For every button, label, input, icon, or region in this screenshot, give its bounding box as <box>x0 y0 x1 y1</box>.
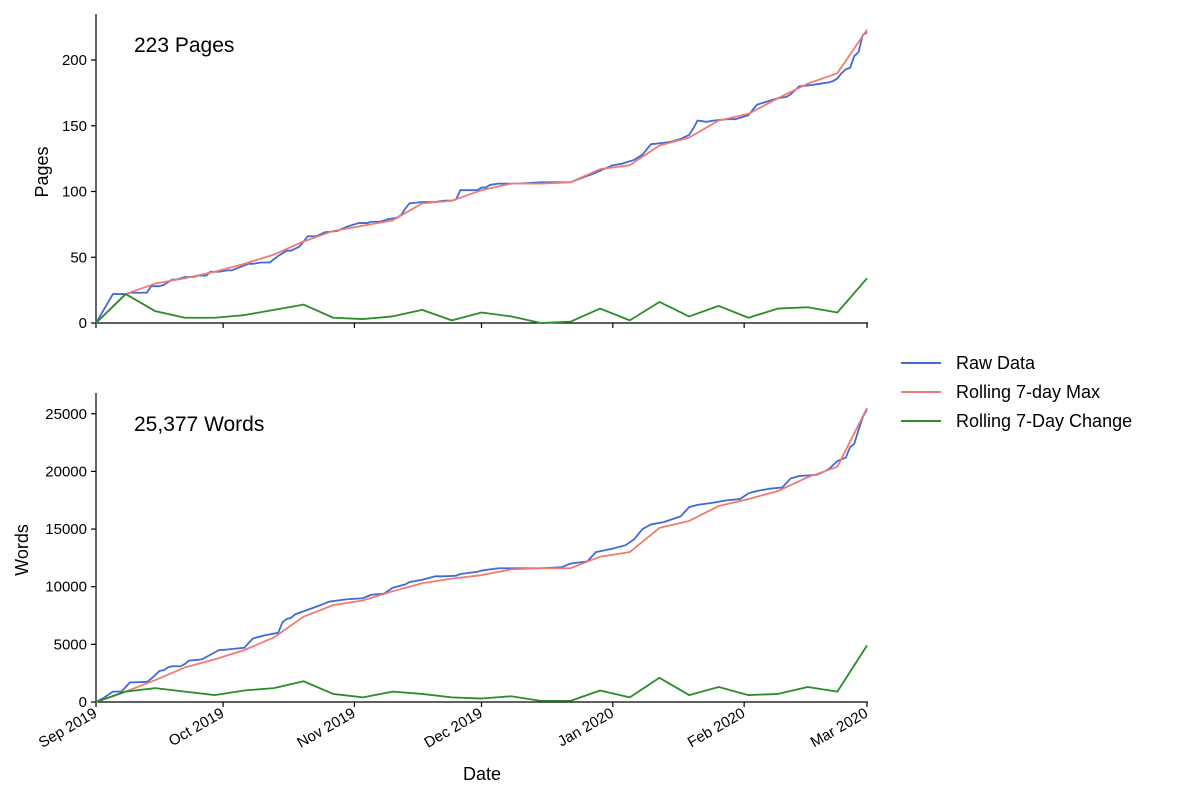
x-tick-labels: Sep 2019 Oct 2019 Nov 2019 Dec 2019 Jan 2020… <box>36 705 871 752</box>
y-axis-label: Pages <box>32 146 52 197</box>
series-line-rolling-max <box>95 29 868 324</box>
x-tick-label: Oct 2019 <box>166 705 227 750</box>
y-tick-label: 25000 <box>45 406 87 423</box>
series-line-rolling-max <box>95 407 868 703</box>
series-line-raw-data <box>95 408 868 703</box>
series-line-rolling-change <box>95 645 868 703</box>
y-tick-label: 15000 <box>45 521 87 538</box>
x-tick-label: Dec 2019 <box>421 705 485 752</box>
y-tick-label: 20000 <box>45 463 87 480</box>
y-tick-label: 200 <box>62 52 87 69</box>
legend-label: Rolling 7-day Max <box>956 382 1100 402</box>
y-tick-label: 5000 <box>54 636 87 653</box>
y-tick-label: 10000 <box>45 579 87 596</box>
x-tick-label: Feb 2020 <box>685 705 748 751</box>
words-panel: 0 5000 10000 15000 20000 25000 Words 25,377 Wor… <box>12 393 868 711</box>
y-tick-label: 0 <box>79 315 87 332</box>
series-line-raw-data <box>95 31 868 324</box>
series-line-rolling-change <box>95 277 868 324</box>
y-tick-label: 0 <box>79 694 87 711</box>
legend-label: Rolling 7-Day Change <box>956 411 1132 431</box>
legend: Raw Data Rolling 7-day Max Rolling 7-Day C… <box>901 353 1132 431</box>
y-tick-label: 100 <box>62 184 87 201</box>
total-annotation: 25,377 Words <box>134 413 264 436</box>
legend-label: Raw Data <box>956 353 1036 373</box>
y-tick-label: 50 <box>70 249 87 266</box>
y-axis-label: Words <box>12 524 32 576</box>
total-annotation: 223 Pages <box>134 34 234 57</box>
x-tick-label: Nov 2019 <box>294 705 358 752</box>
x-tick-label: Mar 2020 <box>808 705 871 751</box>
y-tick-label: 150 <box>62 118 87 135</box>
x-tick-label: Jan 2020 <box>555 705 617 751</box>
x-tick-label: Sep 2019 <box>36 705 100 752</box>
x-axis-label: Date <box>463 764 501 784</box>
pages-panel: 0 50 100 150 200 Pages 223 Pages <box>32 14 868 332</box>
